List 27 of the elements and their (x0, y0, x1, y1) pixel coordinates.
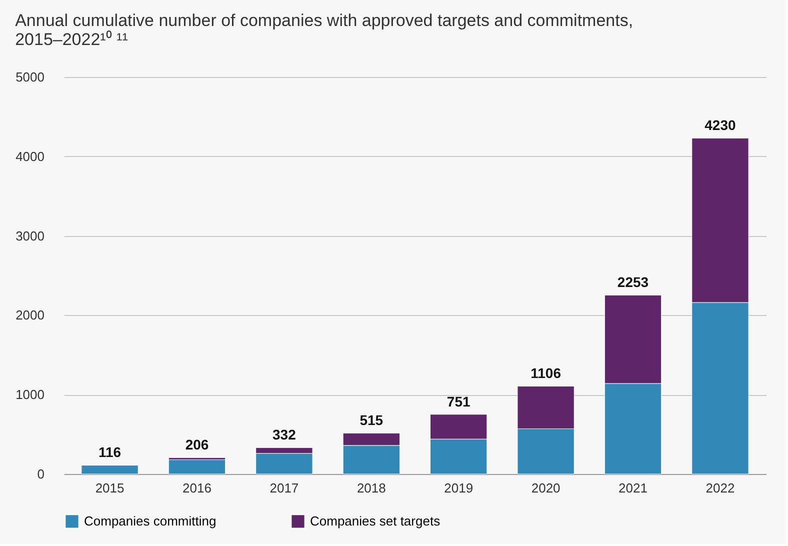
total-label: 515 (360, 412, 384, 428)
y-tick-label: 3000 (16, 228, 44, 244)
y-tick-label: 5000 (16, 70, 44, 84)
legend-label: Companies set targets (310, 513, 441, 528)
total-label: 2253 (617, 274, 649, 290)
y-tick-label: 1000 (16, 387, 44, 402)
total-label: 116 (98, 444, 122, 460)
bar (168, 459, 226, 474)
bar (81, 465, 138, 474)
x-tick-label: 2015 (95, 480, 124, 496)
x-tick-label: 2017 (270, 480, 299, 496)
x-tick-label: 2019 (444, 480, 474, 496)
total-label: 206 (185, 436, 209, 453)
x-tick-label: 2021 (618, 480, 648, 496)
total-label: 332 (272, 426, 296, 443)
y-tick-label: 4000 (16, 148, 44, 164)
x-tick-label: 2018 (356, 480, 386, 496)
x-tick-label: 2020 (531, 480, 560, 496)
y-tick-label: 0 (37, 466, 44, 482)
total-label: 751 (446, 393, 470, 410)
chart-title: Annual cumulative number of companies with approved targets and commitments, 2015–2022¹⁰ ¹¹ (15, 11, 634, 49)
x-tick-label: 2016 (182, 480, 212, 496)
total-label: 4230 (704, 117, 736, 134)
x-tick-label: 2022 (706, 480, 735, 496)
legend-label: Companies committing (84, 513, 216, 528)
total-label: 1106 (530, 365, 562, 382)
y-tick-label: 2000 (16, 308, 44, 323)
